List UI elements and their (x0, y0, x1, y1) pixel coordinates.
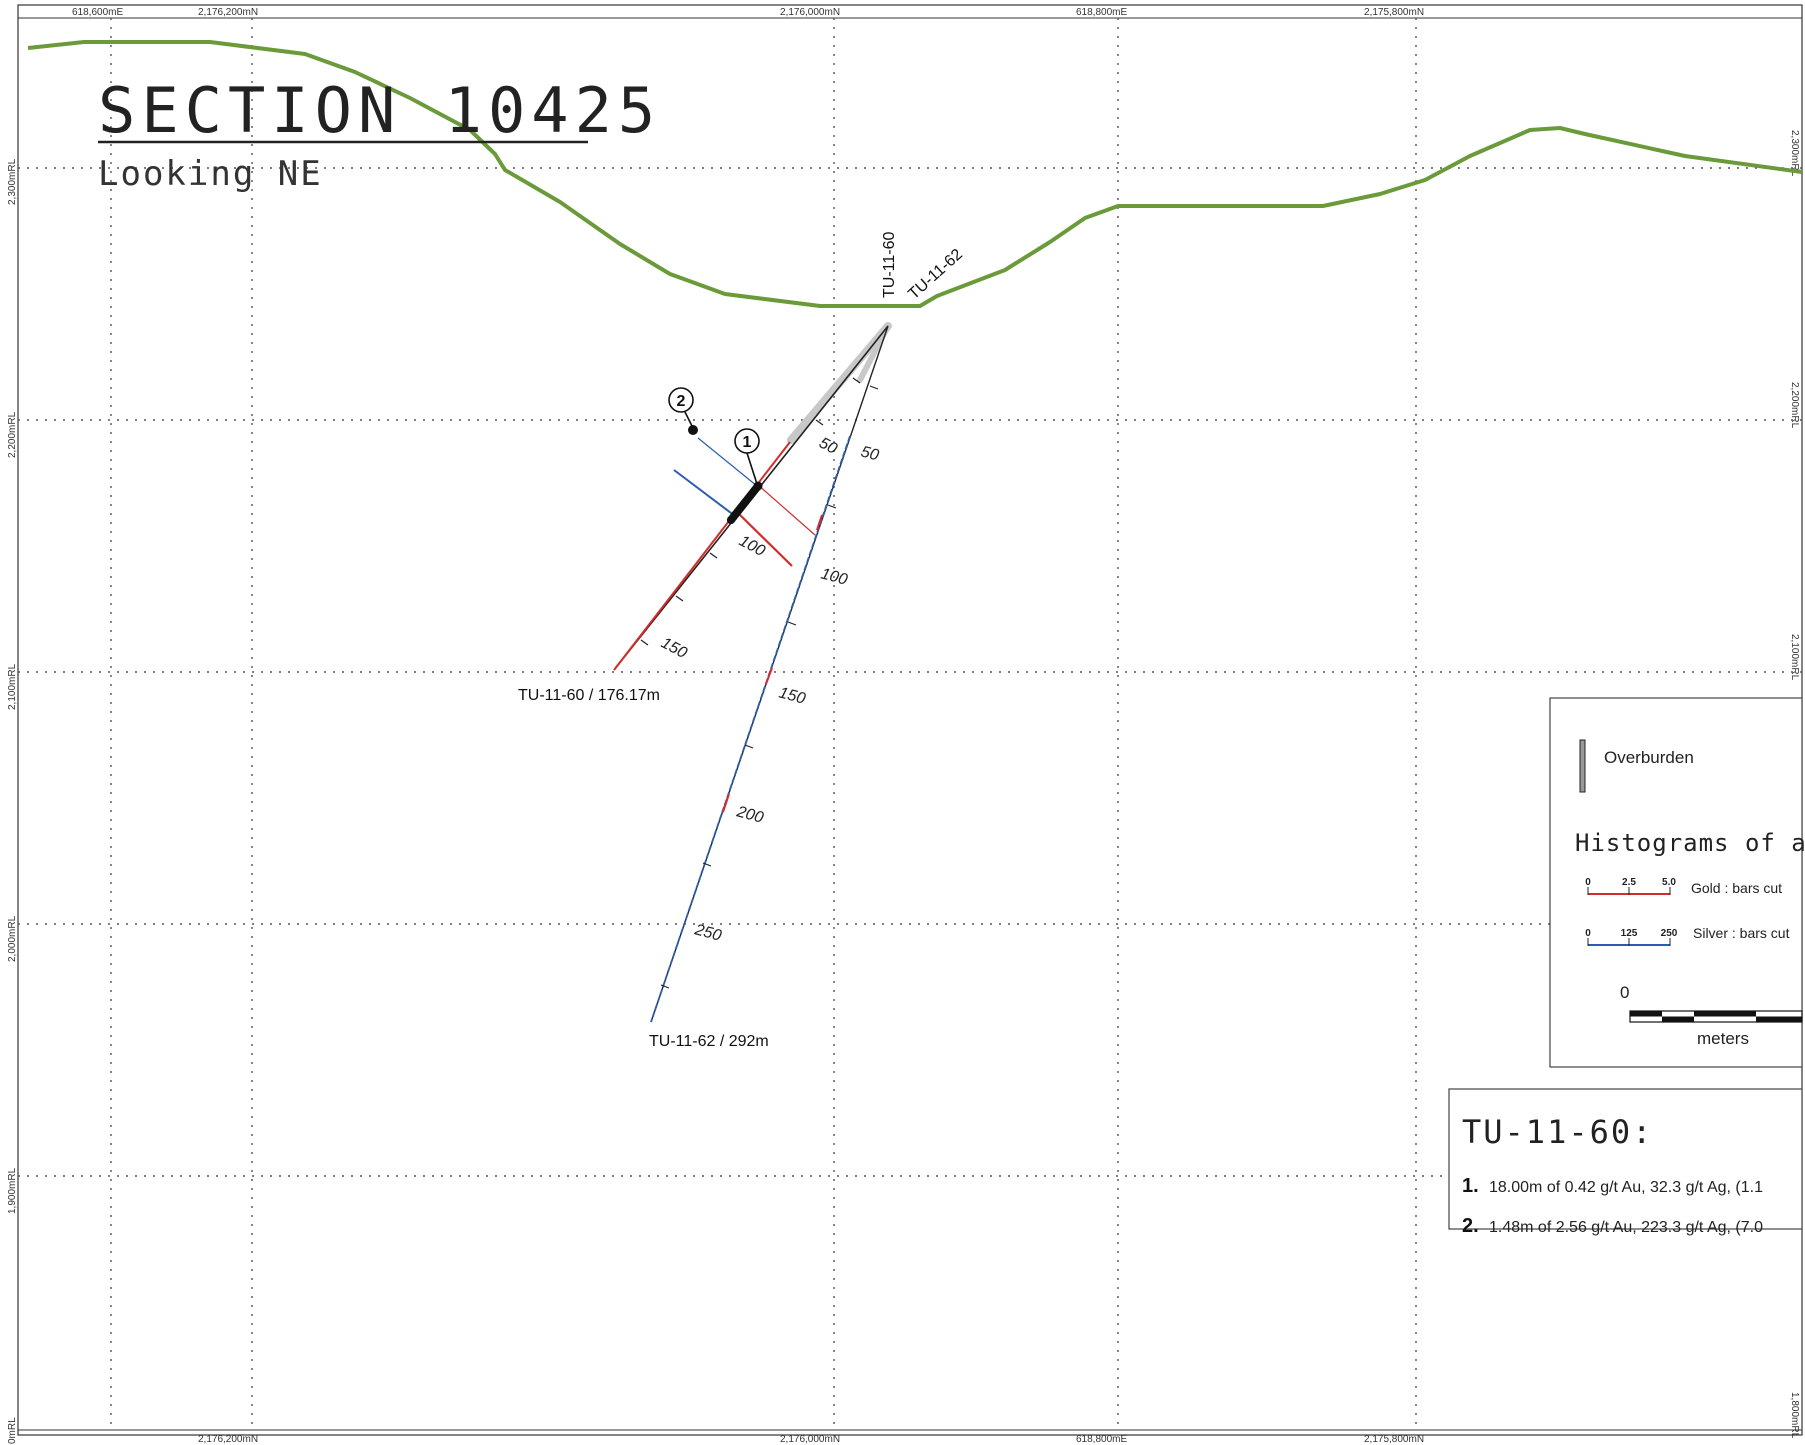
result-number-1: 1. (1462, 1175, 1479, 1197)
grid-label-bottom: 618,800mE (1076, 1434, 1127, 1445)
grid-label-bottom: 2,176,000mN (780, 1434, 840, 1445)
depth-tick (640, 639, 649, 646)
depth-tick (852, 377, 861, 384)
grid-label-top: 2,176,200mN (198, 7, 258, 18)
depth-label-tu-11-60: 150 (658, 635, 690, 663)
overburden-band-tu-11-62 (857, 323, 891, 383)
end-label-tu-11-60: TU-11-60 / 176.17m (518, 687, 660, 704)
depth-tick (744, 744, 754, 749)
marker-point-2 (688, 425, 698, 435)
depth-tick (702, 862, 712, 867)
section-subtitle: Looking NE (98, 154, 323, 194)
marker-number-1: 1 (743, 434, 752, 451)
silver-histogram-bar (697, 437, 758, 487)
grid-label-left: 1,900mRL (7, 1167, 18, 1214)
end-label-tu-11-62: TU-11-62 / 292m (649, 1033, 769, 1050)
section-title: SECTION 10425 (98, 74, 661, 147)
grid-label-right: 2,200mRL (1789, 382, 1800, 429)
silver-scale-label: 0 (1585, 928, 1591, 939)
depth-label-tu-11-62: 100 (819, 565, 849, 588)
results-box (1448, 1088, 1803, 1230)
depth-tick (869, 385, 879, 390)
depth-label-tu-11-62: 200 (734, 803, 765, 827)
result-text-1: 18.00m of 0.42 g/t Au, 32.3 g/t Ag, (1.1 (1489, 1179, 1763, 1196)
grid-label-left: 0mRL (7, 1417, 18, 1444)
vertical-grid (110, 18, 1417, 1430)
collar-label-tu-11-60: TU-11-60 (881, 232, 898, 298)
scale-unit-label: meters (1697, 1029, 1749, 1048)
interval-endpoint (753, 481, 763, 491)
mineralized-interval-1 (727, 482, 762, 524)
result-text-2: 1.48m of 2.56 g/t Au, 223.3 g/t Ag, (7.0 (1489, 1219, 1763, 1236)
overburden-swatch (1579, 739, 1586, 793)
depth-label-tu-11-62: 150 (777, 684, 807, 707)
topography-surface (27, 40, 1803, 308)
silver-histogram-bar (673, 469, 736, 517)
silver-scale-label: 125 (1621, 928, 1638, 939)
grid-label-left: 2,100mRL (7, 663, 18, 710)
legend-silver-label: Silver : bars cut (1693, 925, 1790, 941)
depth-label-tu-11-60: 50 (816, 435, 840, 458)
gold-bar (722, 793, 730, 813)
grid-label-top: 618,800mE (1076, 7, 1127, 18)
legend-gold-label: Gold : bars cut (1691, 880, 1782, 896)
legend-overburden-label: Overburden (1604, 748, 1694, 767)
grid-label-top: 2,175,800mN (1364, 7, 1424, 18)
gold-scale-label: 5.0 (1662, 877, 1676, 888)
silver-scale-label: 250 (1661, 928, 1678, 939)
depth-ticks (640, 377, 879, 989)
grid-label-left: 2,200mRL (7, 411, 18, 458)
grid-label-bottom: 2,176,200mN (198, 1434, 258, 1445)
depth-tick (787, 621, 797, 626)
grid-label-right: 2,300mRL (1789, 130, 1800, 177)
legend-box (1549, 697, 1803, 1068)
depth-tick (709, 552, 718, 559)
overburden-band-tu-11-60 (787, 322, 892, 444)
gold-scale-label: 0 (1585, 877, 1591, 888)
scale-segment (1662, 1016, 1694, 1022)
result-number-2: 2. (1462, 1215, 1479, 1237)
grid-label-right: 1,800mRL (1789, 1392, 1800, 1439)
gold-bar (765, 667, 773, 685)
silver-assay-trace-tu-11-62 (650, 435, 851, 1023)
grid-label-right: 2,100mRL (1789, 634, 1800, 681)
marker-leader-1 (746, 452, 758, 485)
gold-histogram-bar (756, 483, 816, 536)
gold-bar (816, 514, 823, 531)
results-title: TU-11-60: (1462, 1113, 1653, 1151)
grid-label-top: 2,176,000mN (780, 7, 840, 18)
scale-segment (1694, 1011, 1756, 1017)
depth-tick (660, 984, 670, 989)
marker-circle-2 (668, 387, 694, 413)
collar-label-tu-11-62: TU-11-62 (905, 246, 966, 303)
interval-endpoint (727, 516, 735, 524)
grid-label-left: 2,300mRL (7, 158, 18, 205)
grid-label-left: 2,000mRL (7, 915, 18, 962)
horizontal-grid (18, 167, 1802, 1177)
depth-tick (675, 595, 684, 602)
grid-label-bottom: 2,175,800mN (1364, 1434, 1424, 1445)
gold-scale-label: 2.5 (1622, 877, 1636, 888)
depth-tick (815, 419, 824, 426)
scale-bar-segments (1630, 1011, 1802, 1022)
scale-segment (1630, 1011, 1662, 1017)
gold-assay-trace-tu-11-60 (613, 441, 791, 671)
depth-label-tu-11-62: 50 (859, 443, 881, 464)
grid-label-top: 618,600mE (72, 7, 123, 18)
legend-histograms-heading: Histograms of as (1575, 829, 1805, 857)
scale-zero-label: 0 (1620, 983, 1629, 1002)
depth-tick (827, 504, 837, 509)
depth-label-tu-11-62: 250 (692, 921, 723, 945)
scale-segment (1756, 1016, 1802, 1022)
marker-number-2: 2 (677, 393, 686, 410)
gold-assay-bars-tu-11-62 (722, 514, 823, 813)
gold-histogram-bar (736, 511, 793, 567)
